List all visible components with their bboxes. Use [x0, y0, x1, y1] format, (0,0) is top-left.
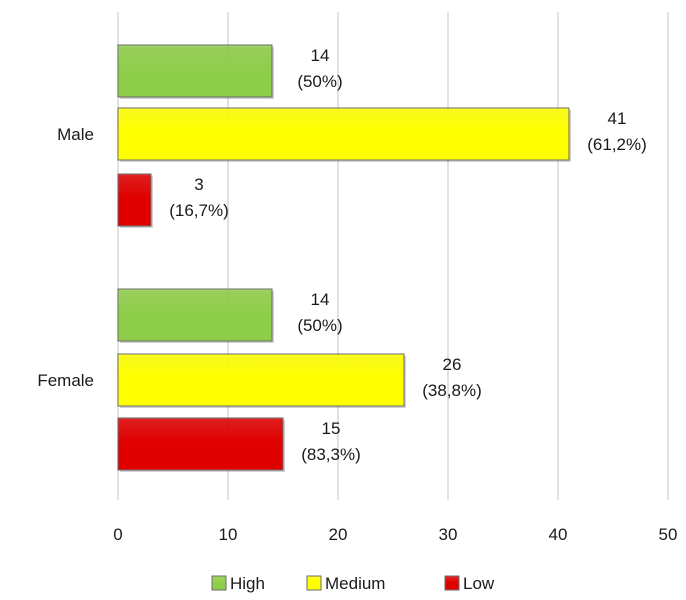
category-label-male: Male: [57, 125, 94, 144]
category-label-female: Female: [37, 371, 94, 390]
legend: High Medium Low: [211, 574, 495, 593]
data-label-value: 14: [311, 46, 330, 65]
bar-male-high: [117, 44, 273, 98]
x-tick-label-0: 0: [113, 525, 122, 544]
legend-label-medium: Medium: [325, 574, 385, 593]
bar-male-low: [117, 173, 152, 227]
x-tick-label-30: 30: [439, 525, 458, 544]
data-label-percent: (38,8%): [422, 381, 482, 400]
legend-label-high: High: [230, 574, 265, 593]
data-label-value: 41: [608, 109, 627, 128]
x-axis-ticks: 0 10 20 30 40 50: [113, 525, 677, 544]
category-labels: Male Female: [37, 125, 94, 390]
data-label-percent: (16,7%): [169, 201, 229, 220]
data-label-percent: (61,2%): [587, 135, 647, 154]
x-tick-label-20: 20: [329, 525, 348, 544]
legend-swatch-medium: [306, 575, 322, 591]
legend-swatch-low: [444, 575, 460, 591]
legend-label-low: Low: [463, 574, 495, 593]
data-labels: 14 (50%) 41 (61,2%) 3 (16,7%) 14 (50%) 26 (38,8%)…: [169, 46, 647, 464]
data-label-value: 15: [322, 419, 341, 438]
bar-female-high: [117, 288, 273, 342]
bar-male-medium: [117, 107, 570, 161]
data-label-percent: (50%): [297, 316, 342, 335]
data-label-percent: (83,3%): [301, 445, 361, 464]
bar-female-medium: [117, 353, 405, 407]
data-label-percent: (50%): [297, 72, 342, 91]
x-tick-label-10: 10: [219, 525, 238, 544]
data-label-value: 3: [194, 175, 203, 194]
x-tick-label-40: 40: [549, 525, 568, 544]
bars: [117, 44, 571, 472]
data-label-value: 14: [311, 290, 330, 309]
data-label-value: 26: [443, 355, 462, 374]
bar-female-low: [117, 417, 284, 471]
legend-swatch-high: [211, 575, 227, 591]
x-tick-label-50: 50: [659, 525, 678, 544]
